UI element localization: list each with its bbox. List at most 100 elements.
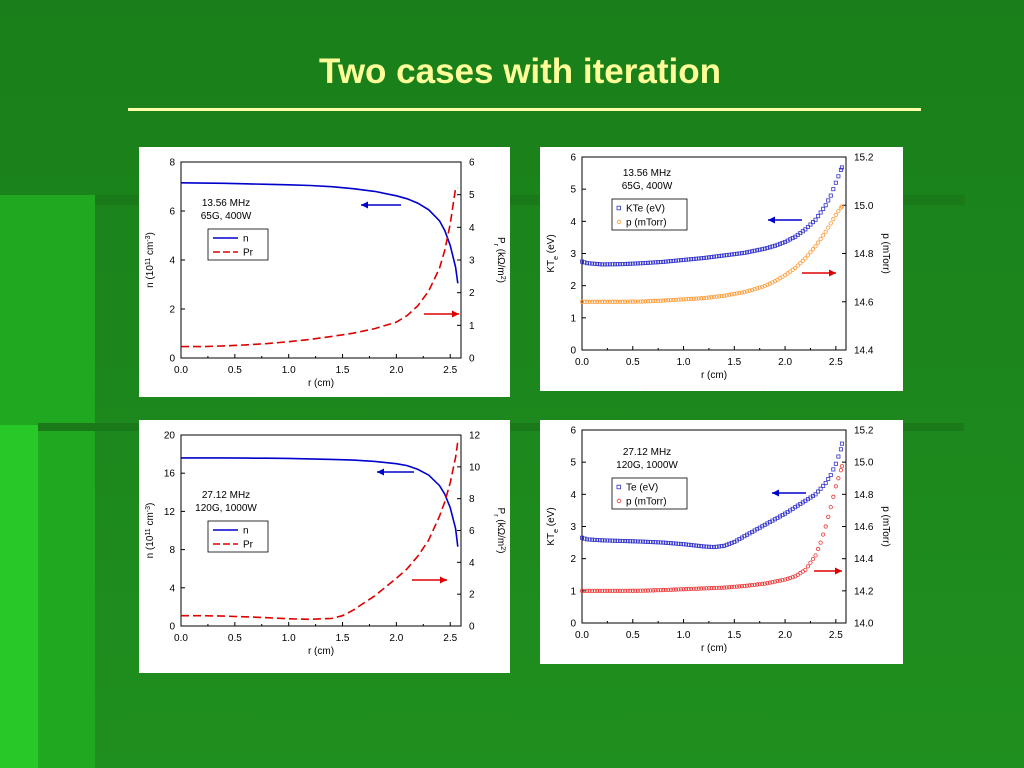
data-point	[805, 253, 811, 258]
data-point	[742, 290, 747, 295]
data-point	[755, 582, 760, 587]
data-point	[686, 296, 691, 302]
data-point	[620, 262, 625, 267]
x-tick-label: 2.5	[829, 357, 843, 368]
case-annotation: 13.56 MHz	[623, 168, 671, 179]
case-annotation: 65G, 400W	[201, 211, 252, 222]
y-tick-label: 1	[570, 313, 576, 324]
data-point	[610, 299, 615, 304]
data-point	[711, 294, 717, 300]
data-point	[752, 582, 757, 587]
data-point	[684, 542, 689, 547]
data-point	[651, 540, 656, 545]
data-point	[582, 260, 587, 265]
data-point	[818, 540, 823, 545]
data-point	[744, 583, 750, 588]
y-axis-label: n (1011 cm-3)	[145, 503, 157, 559]
data-point	[607, 299, 613, 304]
y-tick-label: 6	[570, 426, 576, 437]
data-point	[818, 486, 823, 491]
data-point	[704, 586, 709, 591]
y-tick-label: 4	[169, 256, 175, 267]
legend-box	[611, 198, 688, 231]
data-point	[678, 587, 684, 592]
chart-panel-temperature-27mhz: 0.0 0.5 1.0 1.5 2.0 2.5 0 1 2 3 4 5 6 14.0 14.2 14.4 14.…	[540, 420, 903, 664]
data-point	[640, 588, 646, 593]
data-point	[648, 299, 653, 304]
data-point	[734, 251, 739, 256]
data-point	[673, 541, 678, 546]
data-point	[803, 227, 808, 232]
data-point	[696, 586, 701, 591]
series-line-pr	[181, 441, 459, 621]
data-point	[711, 545, 716, 550]
data-point	[592, 537, 597, 542]
data-point	[597, 588, 602, 593]
data-point	[656, 260, 661, 265]
data-point	[671, 587, 676, 592]
data-point	[587, 537, 592, 542]
data-point	[643, 299, 648, 304]
data-point	[666, 259, 671, 264]
data-point	[724, 585, 729, 590]
data-point	[587, 299, 592, 304]
y-axis-label: KTe (eV)	[546, 234, 560, 272]
data-point	[582, 588, 587, 593]
data-point	[661, 259, 666, 264]
data-point	[635, 588, 640, 593]
data-point	[828, 221, 833, 226]
data-point	[653, 540, 658, 545]
data-point	[584, 299, 590, 304]
data-point	[722, 585, 727, 590]
data-point	[678, 541, 683, 546]
y2-tick-label: 14.8	[854, 490, 874, 501]
chart-svg: 0.0 0.5 1.0 1.5 2.0 2.5 0 1 2 3 4 5 6 14.0 14.2 14.4 14.…	[546, 426, 891, 655]
y-tick-label: 16	[164, 469, 176, 480]
y-tick-label: 4	[169, 583, 175, 594]
data-point	[821, 483, 826, 488]
data-point	[676, 587, 681, 592]
chart-svg: 0.0 0.5 1.0 1.5 2.0 2.5 0 2 4 6 8 0 1 2 3 4 5 6 r (cm) n (1…	[145, 158, 507, 390]
data-point	[821, 233, 826, 238]
y2-tick-label: 14.8	[854, 249, 874, 260]
data-point	[653, 260, 658, 265]
y2-tick-label: 4	[469, 558, 475, 569]
data-point	[658, 588, 663, 593]
data-point	[653, 298, 658, 304]
data-point	[714, 544, 719, 549]
data-point	[813, 244, 818, 249]
data-point	[625, 588, 630, 593]
data-point	[625, 299, 630, 304]
y2-tick-label: 14.0	[854, 619, 874, 630]
data-point	[833, 461, 838, 466]
legend-label: p (mTorr)	[626, 218, 667, 229]
data-point	[826, 198, 831, 203]
background-band	[0, 425, 38, 768]
data-point	[623, 539, 628, 544]
legend-swatch	[616, 205, 621, 211]
legend-label: KTe (eV)	[626, 204, 665, 215]
x-tick-label: 2.0	[389, 365, 403, 376]
data-point	[633, 299, 638, 304]
y2-tick-label: 14.6	[854, 522, 874, 533]
y-tick-label: 4	[570, 217, 576, 228]
x-tick-label: 2.5	[443, 365, 457, 376]
data-point	[610, 588, 615, 593]
data-point	[836, 476, 841, 481]
data-point	[648, 260, 653, 265]
y-tick-label: 2	[570, 554, 576, 565]
data-point	[663, 540, 668, 545]
data-point	[782, 577, 788, 582]
data-point	[640, 261, 645, 266]
data-point	[666, 298, 671, 303]
data-point	[803, 567, 808, 573]
data-point	[722, 253, 727, 258]
data-point	[623, 588, 628, 593]
x-tick-label: 0.0	[575, 357, 589, 368]
data-point	[821, 206, 826, 211]
data-point	[683, 297, 689, 302]
data-point	[595, 299, 600, 304]
data-point	[648, 588, 653, 593]
data-point	[813, 492, 818, 497]
x-tick-label: 1.5	[336, 633, 350, 644]
